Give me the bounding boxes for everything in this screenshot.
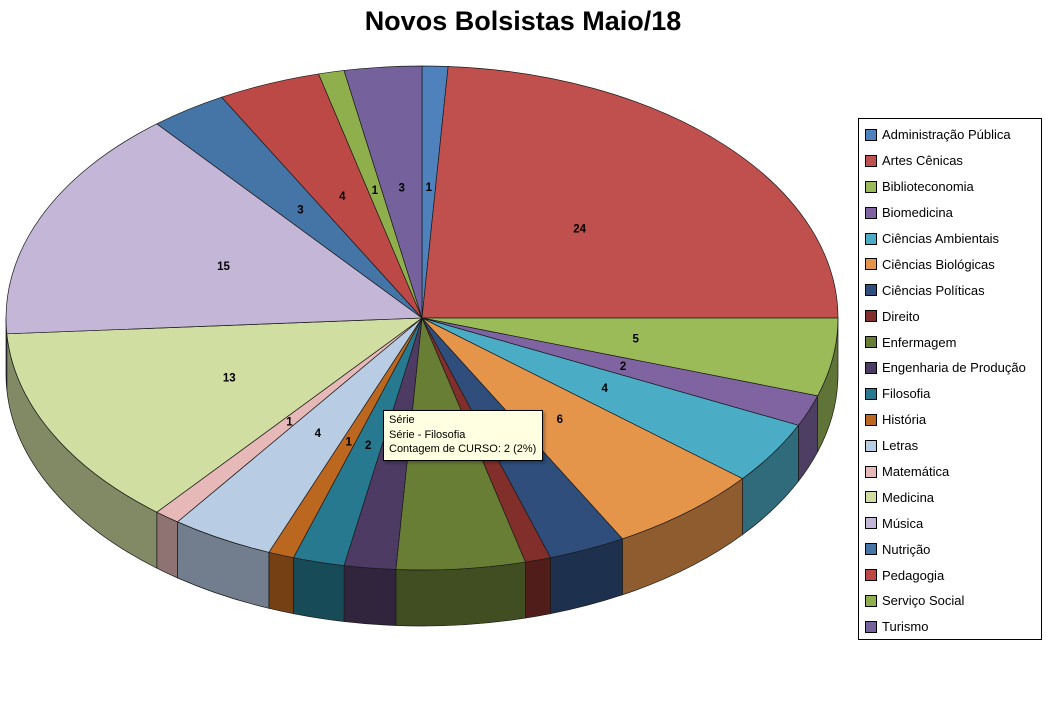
data-label-turismo: 3 (398, 183, 404, 195)
data-label-filosofia: 2 (365, 440, 371, 452)
data-label-biblioteconomia: 5 (632, 333, 639, 345)
legend-item-enfermagem[interactable]: Enfermagem (859, 329, 1041, 355)
legend-label: Música (882, 515, 924, 531)
legend-label: Direito (882, 308, 920, 324)
legend-swatch-icon (865, 154, 877, 167)
legend-label: Matemática (882, 464, 950, 480)
legend-label: História (882, 412, 927, 428)
pie-slice-side-historia[interactable] (268, 551, 294, 615)
legend-label: Nutrição (882, 541, 931, 557)
pie-side-walls (5, 317, 839, 627)
legend-item-historia[interactable]: História (859, 407, 1041, 433)
pie-slice-side-filosofia[interactable] (293, 557, 345, 622)
pie-slice-side-direito[interactable] (525, 557, 551, 619)
legend-swatch-icon (865, 232, 877, 245)
legend-item-filosofia[interactable]: Filosofia (859, 381, 1041, 407)
pie-slice-artes-cenicas[interactable] (421, 66, 839, 319)
data-label-medicina: 13 (223, 372, 236, 384)
legend-swatch-icon (865, 206, 877, 219)
legend-item-biblioteconomia[interactable]: Biblioteconomia (859, 174, 1041, 200)
data-label-historia: 1 (346, 436, 353, 448)
legend-swatch-icon (865, 465, 877, 478)
data-label-matematica: 1 (286, 417, 293, 429)
legend-item-musica[interactable]: Música (859, 510, 1041, 536)
data-label-ciencias-biologicas: 6 (557, 414, 563, 426)
legend-label: Turismo (882, 619, 929, 635)
pie-top-surfaces (5, 65, 839, 571)
legend-label: Medicina (882, 489, 935, 505)
legend-swatch-icon (865, 594, 877, 607)
legend-swatch-icon (865, 336, 877, 349)
legend-swatch-icon (865, 517, 877, 530)
tooltip-value: Contagem de CURSO: 2 (2%) (389, 443, 537, 455)
legend-item-biomedicina[interactable]: Biomedicina (859, 200, 1041, 226)
legend-swatch-icon (865, 284, 877, 297)
legend-swatch-icon (865, 413, 877, 426)
legend-item-ciencias-politicas[interactable]: Ciências Políticas (859, 277, 1041, 303)
legend-swatch-icon (865, 180, 877, 193)
pie-slice-side-engenharia-de-producao[interactable] (343, 565, 397, 626)
legend-swatch-icon (865, 387, 877, 400)
pie-slice-side-matematica[interactable] (156, 511, 178, 579)
pie-slice-side-enfermagem[interactable] (395, 561, 526, 627)
legend-item-ciencias-ambientais[interactable]: Ciências Ambientais (859, 226, 1041, 252)
legend-item-turismo[interactable]: Turismo (859, 614, 1041, 640)
legend-item-engenharia-de-producao[interactable]: Engenharia de Produção (859, 355, 1041, 381)
legend-label: Engenharia de Produção (882, 360, 1026, 376)
legend-label: Filosofia (882, 386, 931, 402)
legend-label: Ciências Biológicas (882, 256, 995, 272)
legend-swatch-icon (865, 439, 877, 452)
legend-swatch-icon (865, 569, 877, 582)
legend-label: Ciências Ambientais (882, 231, 1000, 246)
legend-item-administracao-publica[interactable]: Administração Pública (859, 122, 1041, 148)
legend-label: Pedagogia (882, 567, 945, 583)
data-label-biomedicina: 2 (620, 361, 626, 373)
tooltip-point-name: Série - Filosofia (389, 428, 466, 441)
legend-swatch-icon (865, 361, 877, 374)
legend-label: Artes Cênicas (882, 153, 963, 169)
data-label-servico-social: 1 (372, 185, 379, 197)
legend-item-direito[interactable]: Direito (859, 303, 1041, 329)
data-label-musica: 15 (217, 261, 230, 273)
legend-item-servico-social[interactable]: Serviço Social (859, 588, 1041, 614)
legend-swatch-icon (865, 128, 877, 141)
legend-swatch-icon (865, 491, 877, 504)
legend-label: Biblioteconomia (882, 179, 974, 195)
data-label-administracao-publica: 1 (426, 182, 433, 194)
legend-item-medicina[interactable]: Medicina (859, 484, 1041, 510)
data-label-nutricao: 3 (297, 205, 303, 217)
legend-label: Enfermagem (882, 334, 957, 350)
legend-item-letras[interactable]: Letras (859, 433, 1041, 459)
chart-legend: Administração Pública Artes Cênicas Biblio… (858, 118, 1042, 640)
chart-title: Novos Bolsistas Maio/18 (364, 6, 682, 36)
hover-tooltip: Série Série - Filosofia Contagem de CURS… (383, 410, 544, 461)
data-label-pedagogia: 4 (339, 191, 346, 203)
legend-item-artes-cenicas[interactable]: Artes Cênicas (859, 148, 1041, 174)
legend-label: Administração Pública (882, 127, 1011, 143)
data-label-ciencias-ambientais: 4 (601, 383, 608, 395)
legend-swatch-icon (865, 543, 877, 556)
tooltip-series-name: Série (389, 414, 415, 426)
pie-slice-medicina[interactable] (6, 317, 424, 513)
legend-label: Serviço Social (882, 593, 965, 609)
legend-swatch-icon (865, 258, 877, 271)
legend-label: Letras (882, 438, 919, 454)
legend-item-nutricao[interactable]: Nutrição (859, 536, 1041, 562)
legend-item-ciencias-biologicas[interactable]: Ciências Biológicas (859, 251, 1041, 277)
legend-label: Ciências Políticas (882, 282, 985, 298)
legend-item-pedagogia[interactable]: Pedagogia (859, 562, 1041, 588)
pie-slice-ciencias-biologicas[interactable] (421, 317, 744, 540)
legend-item-matematica[interactable]: Matemática (859, 459, 1041, 485)
pie-slice-musica[interactable] (5, 123, 424, 335)
data-label-artes-cenicas: 24 (573, 223, 586, 235)
legend-label: Biomedicina (882, 205, 953, 221)
data-label-letras: 4 (315, 428, 322, 440)
legend-swatch-icon (865, 620, 877, 633)
legend-swatch-icon (865, 310, 877, 323)
pie-slice-turismo[interactable] (343, 65, 423, 319)
